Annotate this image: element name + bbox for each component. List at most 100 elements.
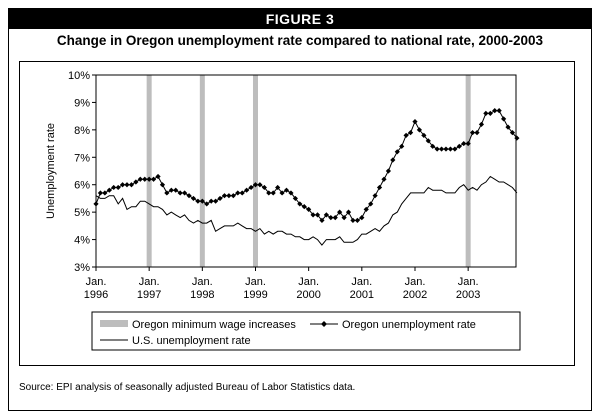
chart-box — [19, 61, 575, 366]
x-axis: Jan.1996Jan.1997Jan.1998Jan.1999Jan.2000… — [84, 267, 480, 301]
oregon-data-point — [434, 146, 440, 152]
oregon-data-point — [341, 215, 347, 221]
x-tick-label: Jan. — [405, 276, 426, 288]
oregon-data-point — [461, 140, 467, 147]
figure-label: FIGURE 3 — [9, 9, 591, 29]
oregon-data-point — [186, 193, 192, 199]
oregon-data-point — [407, 130, 414, 136]
minimum-wage-bar — [199, 75, 205, 267]
y-tick-label: 4% — [74, 235, 90, 247]
x-tick-year: 2002 — [403, 289, 427, 301]
oregon-series — [93, 108, 520, 223]
oregon-data-point — [195, 198, 201, 204]
x-tick-label: Jan. — [351, 276, 372, 288]
source-note: Source: EPI analysis of seasonally adjus… — [19, 382, 356, 393]
oregon-data-point — [297, 201, 303, 207]
y-tick-label: 10% — [68, 70, 90, 82]
minimum-wage-bar — [146, 75, 152, 267]
chart-title: Change in Oregon unemployment rate compa… — [56, 33, 544, 48]
minimum-wage-bars — [146, 75, 471, 267]
x-tick-label: Jan. — [245, 276, 266, 288]
oregon-data-point — [177, 190, 183, 196]
oregon-data-point — [350, 217, 356, 223]
oregon-data-point — [137, 176, 143, 182]
oregon-data-point — [106, 187, 112, 193]
minimum-wage-bar — [465, 75, 471, 267]
x-tick-year: 2000 — [296, 289, 320, 301]
oregon-data-point — [487, 110, 493, 116]
y-axis-label: Unemployment rate — [45, 123, 57, 219]
x-tick-year: 2001 — [350, 289, 374, 301]
oregon-data-point — [368, 201, 374, 207]
oregon-data-point — [164, 190, 170, 196]
plot-area — [95, 74, 517, 268]
y-tick-label: 7% — [74, 152, 90, 164]
y-axis: 3% 4% 5% 6% 7% 8% 9% 10% — [68, 70, 96, 274]
y-tick-label: 5% — [74, 207, 90, 219]
us-series — [95, 175, 518, 246]
legend: Oregon minimum wage increases Oregon unem… — [91, 311, 521, 351]
oregon-data-point — [354, 217, 361, 223]
oregon-data-point — [190, 195, 197, 202]
oregon-data-point — [142, 176, 148, 182]
plot-frame — [95, 74, 517, 268]
oregon-data-point — [230, 193, 236, 199]
oregon-data-point — [155, 173, 161, 180]
oregon-data-point — [133, 179, 139, 185]
oregon-data-point — [501, 116, 507, 122]
oregon-data-point — [248, 184, 254, 191]
oregon-data-point — [314, 212, 321, 218]
oregon-data-point — [288, 190, 294, 196]
oregon-data-point — [363, 206, 369, 212]
oregon-data-point — [465, 140, 471, 147]
minimum-wage-bar — [252, 75, 258, 267]
oregon-data-point — [425, 138, 431, 144]
oregon-data-point — [182, 190, 188, 196]
oregon-data-point — [403, 132, 409, 138]
oregon-data-point — [376, 184, 383, 191]
oregon-data-point — [146, 176, 152, 182]
oregon-data-point — [416, 127, 422, 133]
oregon-data-point — [306, 206, 312, 212]
oregon-data-point — [514, 135, 520, 141]
y-tick-label: 9% — [74, 97, 90, 109]
oregon-data-point — [323, 212, 329, 218]
oregon-data-point — [275, 184, 281, 191]
oregon-data-point — [159, 182, 166, 188]
oregon-data-point — [208, 198, 214, 204]
oregon-data-point — [279, 190, 285, 196]
y-tick-label: 6% — [74, 180, 90, 192]
oregon-data-point — [292, 195, 298, 202]
oregon-data-point — [505, 124, 511, 130]
oregon-data-point — [119, 182, 126, 188]
x-tick-label: Jan. — [298, 276, 319, 288]
oregon-data-point — [385, 168, 392, 174]
oregon-data-point — [244, 187, 250, 193]
oregon-data-point — [102, 190, 108, 196]
oregon-data-point — [509, 130, 516, 136]
oregon-data-point — [438, 146, 445, 152]
oregon-data-point — [456, 143, 462, 149]
x-tick-year: 1999 — [243, 289, 267, 301]
oregon-data-point — [447, 146, 454, 152]
oregon-data-point — [173, 187, 179, 193]
us-unemployment-line — [95, 175, 518, 246]
x-tick-label: Jan. — [139, 276, 160, 288]
oregon-data-point — [204, 201, 210, 207]
oregon-data-point — [381, 176, 387, 182]
oregon-data-point — [372, 193, 378, 199]
legend-label-minimum-wage: Oregon minimum wage increases — [132, 319, 296, 331]
y-tick-label: 3% — [74, 262, 90, 274]
oregon-data-point — [150, 176, 157, 182]
oregon-data-point — [399, 143, 405, 149]
legend-label-oregon: Oregon unemployment rate — [342, 319, 476, 331]
x-tick-year: 1996 — [84, 289, 108, 301]
oregon-data-point — [337, 209, 343, 215]
x-tick-year: 1997 — [137, 289, 161, 301]
oregon-data-point — [421, 132, 427, 138]
oregon-unemployment-line — [95, 110, 518, 222]
oregon-data-point — [492, 108, 498, 114]
x-tick-label: Jan. — [192, 276, 213, 288]
oregon-data-point — [359, 215, 365, 221]
